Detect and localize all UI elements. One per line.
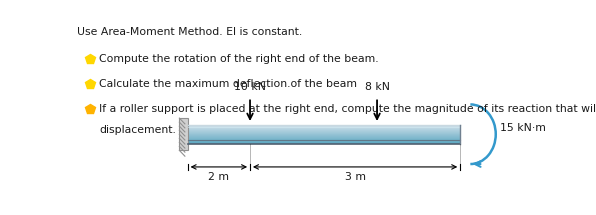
Text: displacement.: displacement.	[99, 125, 176, 135]
Text: Use Area-Moment Method. El is constant.: Use Area-Moment Method. El is constant.	[77, 28, 302, 37]
Bar	[179, 118, 188, 150]
Text: 15 kN·m: 15 kN·m	[501, 123, 547, 133]
Bar	[188, 133, 460, 134]
Bar	[188, 137, 460, 138]
Text: 8 kN: 8 kN	[365, 82, 390, 92]
Bar	[188, 131, 460, 132]
Bar	[188, 136, 460, 137]
Bar	[188, 134, 460, 135]
Bar	[188, 127, 460, 128]
Bar	[188, 132, 460, 133]
Bar	[188, 130, 460, 131]
Text: 3 m: 3 m	[344, 172, 365, 182]
Bar	[188, 142, 460, 143]
Bar	[188, 125, 460, 126]
Text: If a roller support is placed at the right end, compute the magnitude of its rea: If a roller support is placed at the rig…	[99, 104, 596, 114]
Bar	[188, 143, 460, 144]
Bar	[188, 139, 460, 140]
Bar	[188, 126, 460, 127]
Bar	[188, 135, 460, 136]
Bar	[188, 138, 460, 139]
Bar	[188, 141, 460, 142]
Bar	[188, 128, 460, 129]
Bar	[188, 129, 460, 130]
Bar	[188, 140, 460, 141]
Text: 2 m: 2 m	[209, 172, 229, 182]
Text: Calculate the maximum deflection.of the beam: Calculate the maximum deflection.of the …	[99, 79, 357, 89]
Text: Compute the rotation of the right end of the beam.: Compute the rotation of the right end of…	[99, 54, 378, 64]
Text: 10 kN: 10 kN	[234, 82, 266, 92]
